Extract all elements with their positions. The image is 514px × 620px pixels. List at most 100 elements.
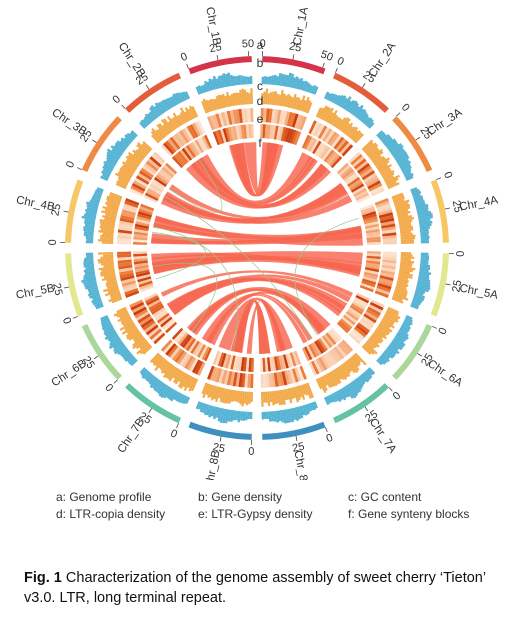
heatmap-cell — [147, 299, 161, 308]
heatmap-cell — [316, 339, 326, 353]
synteny-link — [201, 293, 313, 342]
gc-content-bar — [287, 95, 292, 108]
heatmap-cell — [160, 144, 173, 157]
heatmap-cell — [229, 371, 236, 386]
heatmap-cell — [360, 167, 374, 178]
heatmap-cell — [186, 125, 197, 140]
gene-density-bar — [153, 380, 163, 392]
gc-content-bar — [291, 387, 296, 399]
gc-content-bar — [168, 367, 179, 382]
gc-content-bar — [100, 270, 116, 275]
synteny-links — [151, 142, 363, 354]
heatmap-cell — [320, 336, 331, 350]
heatmap-cell — [382, 259, 397, 264]
gc-content-bar — [109, 291, 121, 297]
heatmap-cell — [260, 357, 264, 372]
gc-content-bar — [279, 89, 284, 107]
tick-label: 25 — [134, 71, 151, 88]
gene-density-bar — [336, 94, 344, 106]
gc-content-bar — [377, 324, 391, 334]
gene-density-bar — [206, 404, 212, 416]
gc-content-bar — [228, 95, 233, 107]
legend-gc-content: c: GC content — [348, 490, 422, 504]
heatmap-cell — [354, 297, 368, 306]
gc-content-bar — [363, 343, 375, 355]
gc-content-bar — [304, 383, 312, 399]
heatmap-cell — [291, 113, 299, 128]
heatmap-cell — [207, 365, 215, 380]
heatmap-cell — [317, 356, 328, 371]
gc-content-bar — [149, 352, 160, 363]
heatmap-cell — [134, 223, 150, 229]
gc-content-bar — [400, 262, 413, 266]
gene-density-bar — [157, 101, 166, 113]
heatmap-cell — [267, 357, 271, 372]
gene-density-bar — [140, 368, 148, 377]
heatmap-cell — [380, 220, 395, 227]
heatmap-cell — [363, 172, 377, 183]
gc-content-bar — [294, 386, 301, 401]
heatmap-cell — [286, 111, 293, 127]
gc-content-bar — [101, 210, 118, 216]
heatmap-cell — [335, 138, 347, 152]
heatmap-cell — [304, 346, 313, 361]
heatmap-cell — [117, 262, 133, 267]
heatmap-cell — [144, 295, 159, 304]
gene-density-bar — [110, 145, 124, 155]
gene-density-bar — [101, 323, 113, 331]
chromosome-name: Chr_2A — [367, 40, 399, 79]
gc-content-bar — [219, 94, 225, 109]
tick-mark — [335, 68, 338, 73]
gene-density-bar — [237, 75, 241, 86]
heatmap-cell — [365, 226, 380, 232]
gc-content-bar — [361, 139, 374, 151]
synteny-link — [198, 152, 313, 204]
heatmap-cell — [378, 212, 394, 219]
gene-density-bar — [219, 408, 226, 423]
gene-density-bar — [170, 390, 178, 402]
gc-content-bar — [398, 219, 413, 224]
heatmap-cell — [129, 299, 144, 308]
gene-density-bar — [420, 257, 430, 261]
heatmap-cell — [352, 185, 366, 195]
gene-density-bar — [184, 91, 191, 100]
gene-density-bar — [417, 279, 431, 285]
gc-content-bar — [263, 91, 266, 105]
heatmap-cell — [358, 165, 372, 176]
synteny-link — [167, 274, 351, 310]
chromosome-band — [392, 323, 433, 380]
gc-content-bar — [400, 234, 416, 238]
gc-content-bar — [374, 157, 387, 167]
heatmap-cell — [155, 174, 169, 185]
heatmap-cell — [179, 129, 190, 144]
gene-density-bar — [240, 75, 244, 85]
gc-content-bar — [116, 306, 127, 313]
heatmap-cell — [285, 353, 292, 368]
heatmap-cell — [241, 373, 246, 388]
gene-density-bar — [100, 314, 109, 321]
gc-content-bar — [104, 289, 120, 297]
gc-content-bar — [233, 390, 237, 402]
gene-density-bar — [388, 142, 399, 152]
heatmap-cell — [330, 156, 343, 169]
chromosome-band — [430, 253, 449, 317]
gc-content-bar — [396, 280, 408, 285]
gc-content-bar — [174, 370, 184, 385]
heatmap-cell — [117, 259, 132, 264]
heatmap-cell — [382, 238, 397, 242]
gene-density-bar — [105, 156, 117, 165]
gc-content-bar — [331, 116, 340, 127]
heatmap-cell — [147, 158, 161, 170]
gene-density-bar — [416, 208, 429, 214]
heatmap-cell — [380, 217, 395, 224]
chromosome-name: Chr_7A — [367, 416, 399, 455]
gene-density-bar — [418, 215, 433, 221]
heatmap-cell — [155, 311, 169, 322]
gene-density-bar — [100, 175, 109, 182]
gc-content-bar — [124, 322, 136, 331]
gene-density-bar — [143, 116, 152, 125]
heatmap-cell — [382, 232, 397, 237]
heatmap-cell — [156, 172, 170, 184]
gene-density-bar — [94, 302, 103, 308]
